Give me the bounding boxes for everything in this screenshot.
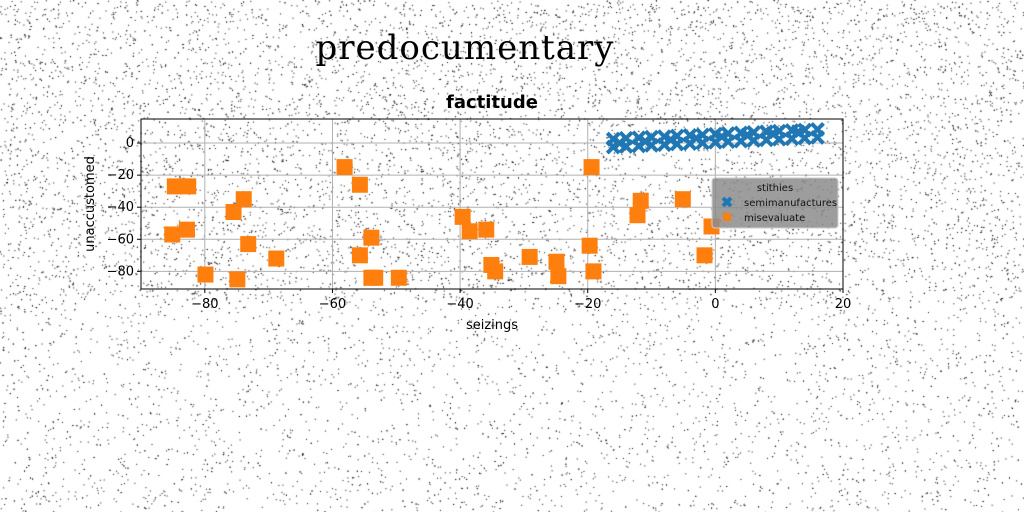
- x-tick-label: −40: [446, 297, 473, 312]
- x-stroke: [637, 134, 653, 149]
- point-misevaluate: [351, 247, 368, 264]
- point-misevaluate: [178, 221, 195, 238]
- x-stroke: [771, 131, 787, 147]
- x-tick-label: −60: [319, 297, 346, 312]
- point-semimanufactures: [790, 124, 806, 140]
- legend: stithies semimanufactures misevaluate: [711, 177, 839, 229]
- chart-title: factitude: [446, 92, 538, 113]
- point-misevaluate: [487, 263, 504, 280]
- point-semimanufactures: [739, 127, 755, 143]
- point-misevaluate: [581, 237, 598, 254]
- point-misevaluate: [268, 250, 285, 267]
- point-misevaluate: [180, 178, 197, 195]
- point-misevaluate: [478, 221, 495, 238]
- point-misevaluate: [240, 236, 257, 253]
- legend-marker-glyph: [721, 196, 733, 208]
- y-tick-label: −40: [107, 200, 134, 215]
- legend-label-semimanufactures: semimanufactures: [744, 198, 837, 209]
- legend-marker-glyph: [723, 213, 731, 221]
- point-misevaluate: [461, 223, 478, 240]
- legend-marker-semimanufactures: [721, 196, 733, 208]
- point-misevaluate: [351, 176, 368, 193]
- point-semimanufactures: [688, 130, 704, 146]
- point-misevaluate: [390, 269, 407, 286]
- point-misevaluate: [164, 226, 181, 243]
- page-title: predocumentary: [315, 28, 615, 68]
- point-semimanufactures: [663, 132, 679, 148]
- y-tick-label: 0: [126, 136, 134, 151]
- point-misevaluate: [674, 191, 691, 208]
- x-tick-label: −20: [574, 297, 601, 312]
- point-misevaluate: [632, 192, 649, 209]
- axis-ticks: −80 −60 −40 −20 0 20 0 −20 −40 −60 −80: [107, 136, 852, 312]
- point-misevaluate: [363, 269, 380, 286]
- y-tick-label: −20: [107, 168, 134, 183]
- legend-marker-misevaluate: [723, 213, 731, 221]
- x-stroke: [721, 196, 733, 208]
- x-stroke: [663, 132, 679, 148]
- point-misevaluate: [583, 159, 600, 176]
- plot-marks: [164, 122, 825, 288]
- plot-frame: [140, 118, 844, 290]
- x-stroke: [810, 130, 825, 145]
- y-axis-label: unaccustomed: [83, 156, 98, 252]
- point-misevaluate: [229, 271, 246, 288]
- point-semimanufactures: [810, 130, 825, 145]
- legend-box: [711, 177, 839, 229]
- legend-label-misevaluate: misevaluate: [744, 213, 805, 224]
- point-semimanufactures: [714, 129, 730, 145]
- x-tick-label: 20: [835, 297, 852, 312]
- y-tick-label: −80: [107, 264, 134, 279]
- y-tick-label: −60: [107, 232, 134, 247]
- x-tick-label: 0: [711, 297, 719, 312]
- legend-title: stithies: [757, 183, 793, 194]
- x-stroke: [688, 130, 704, 146]
- point-misevaluate: [585, 263, 602, 280]
- point-misevaluate: [166, 178, 183, 195]
- x-tick-label: −80: [191, 297, 218, 312]
- point-misevaluate: [629, 207, 646, 224]
- point-misevaluate: [225, 204, 242, 221]
- point-semimanufactures: [637, 134, 653, 149]
- point-misevaluate: [550, 268, 567, 285]
- point-misevaluate: [548, 253, 565, 270]
- x-stroke: [612, 135, 628, 151]
- point-misevaluate: [696, 247, 713, 264]
- x-stroke: [790, 124, 806, 140]
- point-misevaluate: [521, 248, 538, 265]
- point-semimanufactures: [765, 126, 781, 141]
- point-misevaluate: [336, 159, 353, 176]
- x-stroke: [797, 130, 813, 146]
- x-stroke: [765, 126, 781, 141]
- x-axis-label: seizings: [466, 318, 518, 333]
- point-misevaluate: [363, 229, 380, 246]
- point-semimanufactures: [612, 135, 628, 151]
- x-stroke: [618, 139, 634, 154]
- point-misevaluate: [235, 191, 252, 208]
- point-misevaluate: [454, 208, 471, 225]
- x-stroke: [739, 127, 755, 143]
- x-stroke: [714, 129, 730, 145]
- point-misevaluate: [197, 266, 214, 283]
